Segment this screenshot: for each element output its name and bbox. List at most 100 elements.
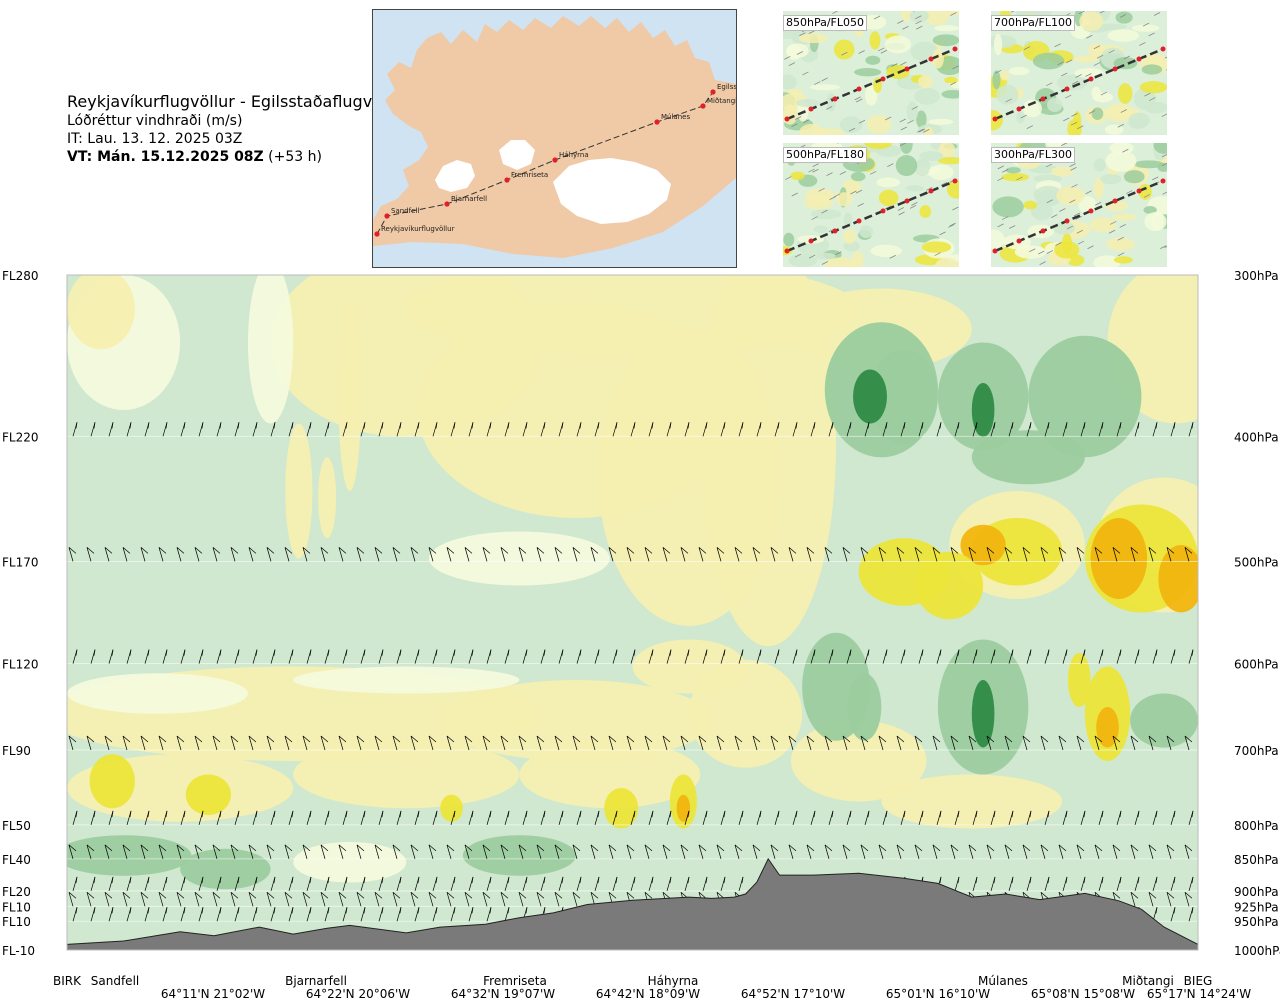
wind-barb — [504, 810, 510, 825]
wind-barb — [324, 876, 330, 892]
valid-offset: (+53 h) — [268, 149, 322, 165]
wind-barb — [270, 810, 276, 825]
thumbnail-field-blob — [1054, 241, 1080, 259]
wind-barb-feather — [273, 810, 276, 817]
thumbnail-wind-barb — [1161, 153, 1167, 158]
wind-barb — [1170, 876, 1176, 892]
wind-barb — [324, 649, 330, 664]
wind-barb-feather — [525, 876, 528, 883]
thumbnail-wind-barb — [1144, 92, 1151, 97]
wind-barb-feather — [1022, 892, 1031, 899]
thumbnail-wind-barb — [1069, 199, 1076, 204]
thumbnail-wind-barb — [869, 170, 877, 175]
wind-barb-feather — [698, 844, 707, 852]
wind-barb-feather — [663, 261, 670, 267]
wind-barb — [342, 275, 343, 276]
wind-barb-feather — [608, 892, 617, 899]
thumbnail-station-point — [952, 46, 958, 52]
wind-barb — [270, 876, 276, 892]
wind-barb-feather — [975, 876, 978, 883]
thumbnail-wind-barb — [923, 129, 930, 133]
wind-barb — [486, 810, 492, 825]
wind-barb — [554, 735, 563, 751]
wind-barb-feather — [932, 735, 941, 743]
wind-barb — [104, 735, 113, 751]
thumbnail-field-blob — [1022, 99, 1042, 118]
wind-barb-feather — [374, 892, 383, 899]
level-thumbnail-label: 850hPa/FL050 — [783, 15, 868, 31]
level-thumbnail[interactable]: 500hPa/FL180 — [783, 143, 959, 267]
wind-barb-feather — [248, 735, 257, 743]
wind-barb-feather — [633, 422, 636, 429]
wind-barb-feather — [777, 649, 780, 656]
map-station-label: Miðtangi — [707, 97, 736, 105]
wind-barb — [1098, 422, 1104, 437]
left-level-label: FL90 — [2, 744, 31, 758]
field-contour — [870, 349, 938, 444]
thumbnail-field-blob — [1133, 160, 1165, 169]
thumbnail-wind-barb — [811, 216, 818, 220]
wind-barb-staff — [212, 892, 218, 907]
level-thumbnail[interactable]: 700hPa/FL100 — [991, 11, 1167, 135]
level-thumbnail[interactable]: 300hPa/FL300 — [991, 143, 1167, 267]
wind-barb-feather — [555, 261, 562, 267]
wind-barb — [626, 844, 635, 859]
wind-barb — [828, 275, 829, 276]
wind-barb-feather — [687, 876, 690, 883]
wind-barb — [590, 547, 599, 562]
wind-barb — [1166, 735, 1175, 751]
route-map[interactable]: Reykjavíkurflugvöllur Sandfell Bjarnarfell… — [372, 9, 737, 268]
wind-barb — [446, 844, 455, 859]
wind-barb — [158, 892, 167, 907]
thumbnail-wind-barb — [1066, 59, 1073, 64]
wind-barb-feather — [1191, 876, 1194, 883]
wind-barb-staff — [284, 892, 290, 907]
thumbnail-wind-barb — [1076, 229, 1083, 234]
wind-barb-feather — [723, 422, 726, 429]
wind-barb-feather — [75, 876, 78, 883]
thumbnail-wind-barb — [1093, 45, 1101, 50]
thumbnail-field-blob — [899, 143, 913, 154]
route-title: Reykjavíkurflugvöllur - Egilsstaðaflugvö… — [67, 92, 408, 111]
wind-barb-feather — [1137, 422, 1140, 429]
thumbnail-wind-barb — [899, 143, 907, 147]
wind-barb-feather — [399, 810, 402, 817]
thumbnail-field-blob — [876, 177, 901, 188]
thumbnail-field-blob — [906, 101, 918, 123]
level-thumbnail[interactable]: 850hPa/FL050 — [783, 11, 959, 135]
wind-barb-staff — [86, 547, 92, 562]
wind-barb-feather — [1004, 735, 1013, 743]
wind-barb-feather — [1041, 261, 1048, 267]
wind-barb — [1148, 547, 1157, 562]
wind-barb — [1008, 876, 1014, 892]
thumbnail-wind-barb — [1119, 224, 1126, 228]
wind-barb-feather — [285, 261, 292, 267]
thumbnail-field-blob — [1117, 83, 1133, 104]
wind-barb-feather — [111, 907, 114, 914]
wind-barb-staff — [230, 735, 236, 751]
wind-barb-staff — [158, 892, 164, 907]
wind-barb — [1008, 810, 1014, 825]
wind-barb — [824, 547, 833, 562]
wind-barb — [306, 876, 312, 892]
wind-barb-feather — [1130, 735, 1139, 743]
wind-barb — [594, 275, 595, 276]
thumbnail-field-blob — [1079, 11, 1104, 31]
wind-barb — [392, 735, 401, 751]
wind-barb-staff — [144, 275, 145, 276]
wind-barb — [266, 547, 275, 562]
wind-barb-feather — [572, 547, 581, 554]
wind-barb — [864, 422, 870, 437]
wind-barb-feather — [824, 735, 833, 743]
wind-barb-feather — [753, 261, 760, 267]
wind-barb-feather — [122, 547, 131, 554]
level-thumbnail-map — [991, 143, 1167, 267]
wind-barb-feather — [590, 547, 599, 554]
wind-barb — [302, 844, 311, 859]
wind-barb — [1076, 547, 1085, 562]
wind-barb-staff — [374, 735, 380, 751]
wind-barb — [162, 907, 168, 922]
wind-barb — [896, 547, 905, 562]
wind-barb-staff — [338, 892, 344, 907]
wind-barb — [846, 810, 852, 825]
